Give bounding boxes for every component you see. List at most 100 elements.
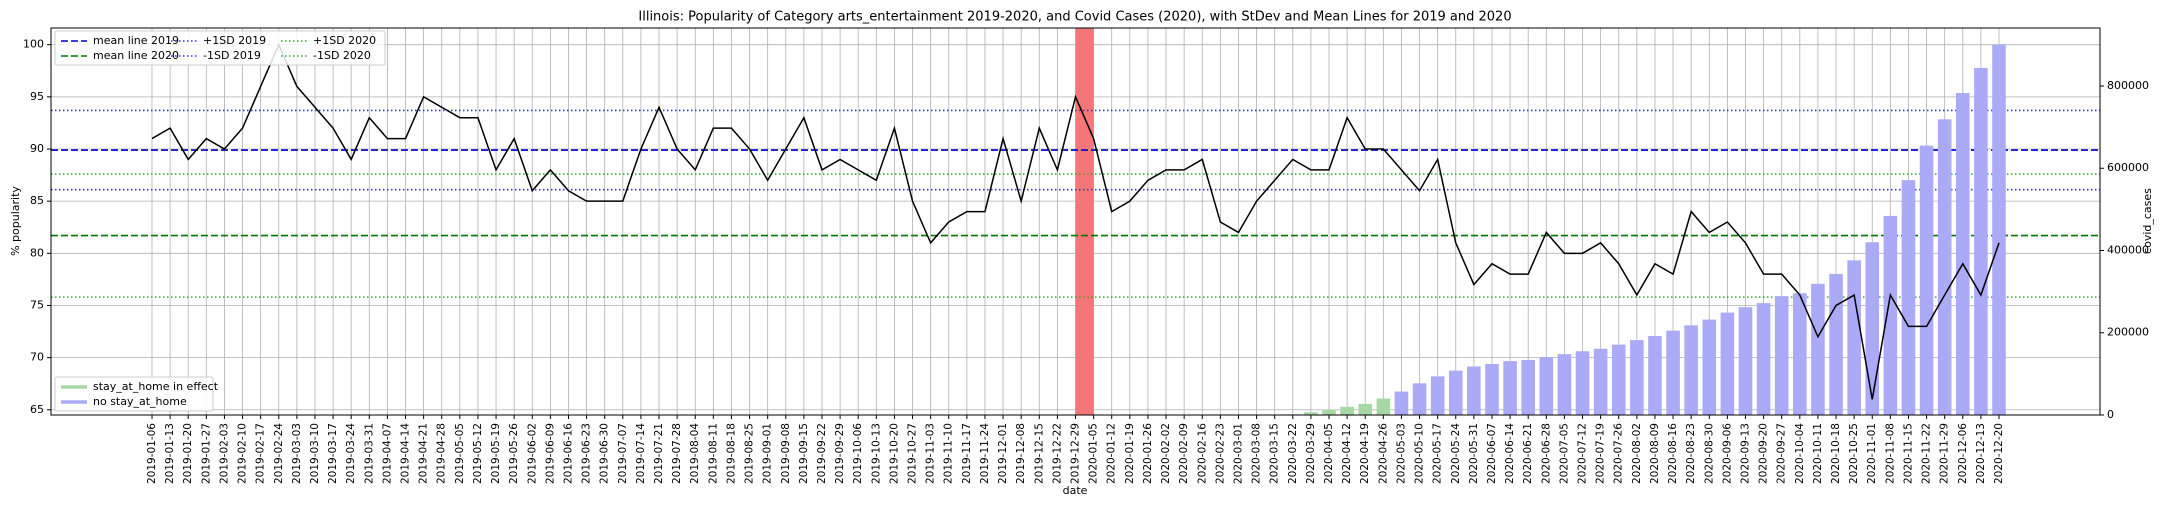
x-tick-label: 2019-10-20 [888,423,900,484]
x-tick-label: 2020-12-06 [1957,423,1969,484]
x-tick-label: 2020-10-18 [1830,423,1842,484]
popularity-line [151,42,2000,400]
y-tick-label: 80 [30,246,44,259]
bar [1919,145,1934,415]
chart-title: Illinois: Popularity of Category arts_en… [638,10,1511,25]
x-tick-label: 2019-07-07 [617,423,629,484]
x-tick-label: 2019-09-15 [798,423,810,484]
x-tick-label: 2020-07-19 [1595,423,1607,484]
x-tick-label: 2020-06-21 [1522,423,1534,484]
x-tick-label: 2020-01-05 [1088,423,1100,484]
bar [1376,398,1391,415]
x-tick-label: 2020-05-03 [1395,423,1407,484]
x-tick-label: 2019-02-03 [218,423,230,484]
bar [1575,351,1590,415]
x-tick-label: 2020-10-25 [1848,423,1860,484]
bar [1322,409,1336,415]
bar [1448,370,1463,415]
x-tick-label: 2019-06-16 [562,423,574,484]
y-tick-label: 100 [23,38,44,51]
x-tick-label: 2019-05-12 [472,423,484,484]
legend-label: -1SD 2020 [313,49,371,62]
x-tick-label: 2019-10-27 [907,423,919,484]
x-tick-label: 2020-04-26 [1377,423,1389,484]
bar [1557,354,1572,415]
x-tick-label: 2020-07-05 [1558,423,1570,484]
x-tick-label: 2020-09-20 [1758,423,1770,484]
x-tick-label: 2020-11-15 [1902,423,1914,484]
legend: mean line 2019 mean line 2020 +1SD 2019 -1S… [54,30,386,66]
x-tick-label: 2020-08-23 [1685,423,1697,484]
bar [1648,336,1662,415]
x-tick-label: 2019-04-07 [381,423,393,484]
x-tick-label: 2020-09-06 [1721,423,1733,484]
y-axis-label: % popularity [9,186,22,256]
bar [1666,330,1680,415]
x-tick-label: 2019-07-28 [671,423,683,484]
y-tick-label: 75 [30,298,44,311]
legend-box [54,376,214,412]
y2-axis-label: covid_cases [2141,188,2154,254]
x-tick-label: 2019-08-11 [707,423,719,484]
bar [1883,215,1898,415]
x-tick-label: 2020-05-10 [1414,423,1426,484]
legend-label: +1SD 2019 [203,34,266,47]
x-tick-label: 2019-08-18 [725,423,737,484]
x-tick-label: 2020-05-17 [1432,423,1444,484]
bar [1793,293,1807,415]
bar [1412,383,1427,415]
legend-label: mean line 2019 [93,34,179,47]
x-tick-label: 2019-09-08 [780,423,792,484]
bar [1340,406,1354,415]
bar [1955,92,1970,416]
legend-label: stay_at_home in effect [93,380,219,393]
x-tick-label: 2020-03-01 [1232,423,1244,484]
x-tick-label: 2019-11-24 [979,423,991,484]
x-tick-label: 2019-02-24 [273,423,285,484]
x-tick-label: 2020-09-13 [1739,423,1751,484]
x-tick-label: 2019-01-27 [200,423,212,484]
x-tick-label: 2019-06-30 [599,423,611,484]
y2-tick-label: 600000 [2107,161,2149,174]
highlight-span [1075,28,1094,415]
x-tick-label: 2020-06-14 [1504,423,1516,484]
x-tick-label: 2020-07-12 [1577,423,1589,484]
x-tick-label: 2020-03-15 [1269,423,1281,484]
x-tick-label: 2020-08-02 [1631,423,1643,484]
x-tick-label: 2019-03-24 [345,423,357,484]
x-tick-label: 2019-09-29 [834,423,846,484]
bar [1937,119,1952,415]
bar [1394,391,1409,415]
x-tick-label: 2019-10-06 [852,423,864,484]
bar [1611,344,1626,415]
x-tick-label: 2019-05-05 [454,423,466,484]
x-tick-label: 2019-12-22 [1051,423,1063,484]
x-tick-label: 2020-04-05 [1323,423,1335,484]
x-tick-label: 2020-12-13 [1975,423,1987,484]
x-tick-label: 2019-02-17 [255,423,267,484]
x-tick-label: 2019-06-02 [526,423,538,484]
bar [1720,312,1735,415]
x-tick-label: 2019-08-25 [744,423,756,484]
bar [1521,359,1535,415]
x-tick-label: 2019-03-31 [363,423,375,484]
x-tick-label: 2019-01-06 [146,423,158,484]
x-tick-label: 2020-02-23 [1214,423,1226,484]
bar [1974,67,1988,415]
x-tick-label: 2020-01-12 [1106,423,1118,484]
x-tick-label: 2020-03-29 [1305,423,1317,484]
x-tick-label: 2020-05-31 [1468,423,1480,484]
x-tick-label: 2019-12-08 [1015,423,1027,484]
x-tick-label: 2020-06-07 [1486,423,1498,484]
bar [1539,357,1554,415]
x-tick-label: 2020-09-27 [1776,423,1788,484]
x-tick-label: 2019-05-19 [490,423,502,484]
x-tick-label: 2019-02-10 [237,423,249,484]
x-tick-label: 2020-03-08 [1251,423,1263,484]
x-tick-label: 2020-08-16 [1667,423,1679,484]
x-tick-label: 2020-05-24 [1450,423,1462,484]
x-tick-label: 2020-11-22 [1921,423,1933,484]
legend-label: -1SD 2019 [203,49,261,62]
x-tick-label: 2020-06-28 [1540,423,1552,484]
x-tick-label: 2020-04-12 [1341,423,1353,484]
